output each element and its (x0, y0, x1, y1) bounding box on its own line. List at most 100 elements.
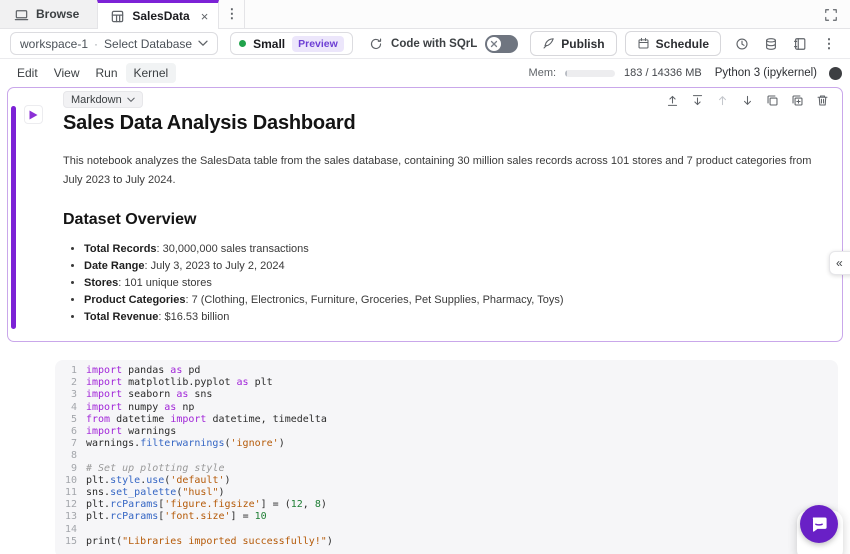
code-line: 7 warnings.filterwarnings('ignore') (61, 438, 828, 450)
line-number: 1 (70, 365, 77, 376)
tab-salesdata[interactable]: SalesData × (97, 0, 220, 29)
add-cell-below-button[interactable] (690, 93, 704, 107)
close-tab-icon[interactable]: × (200, 8, 209, 24)
line-number: 4 (70, 401, 77, 413)
kernel-name[interactable]: Python 3 (ipykernel) (714, 67, 817, 79)
list-item: Date Range: July 3, 2023 to July 2, 2024 (84, 258, 824, 275)
arrow-down-icon (743, 95, 751, 105)
code-line: 10 plt.style.use('default') (61, 475, 828, 487)
publish-button-label: Publish (561, 36, 605, 51)
machine-size-label: Small (253, 36, 286, 51)
add-cell-above-button[interactable] (665, 93, 679, 107)
line-number: 5 (70, 413, 77, 425)
fullscreen-icon (825, 9, 837, 21)
line-number: 6 (70, 426, 77, 438)
database-icon (766, 37, 776, 50)
database-panel-button[interactable] (760, 33, 782, 55)
restart-machine-button[interactable] (366, 34, 386, 54)
code-line: 3 import seaborn as sns (61, 389, 828, 401)
code-line: 15 print("Libraries imported successfully… (61, 536, 828, 548)
collapse-panel-button[interactable]: « (829, 251, 850, 275)
dataset-overview-list: Total Records: 30,000,000 sales transact… (63, 241, 824, 326)
code-line: 9 # Set up plotting style (61, 463, 828, 475)
collapse-chevrons-icon: « (836, 256, 843, 270)
chevron-down-icon (198, 40, 208, 46)
line-number: 15 (64, 535, 77, 547)
code-lines: 1 import pandas as pd 2 import matplotlib.p… (61, 365, 828, 548)
copy-plus-icon (792, 95, 802, 105)
code-line: 11 sns.set_palette("husl") (61, 487, 828, 499)
copy-cell-button[interactable] (790, 93, 804, 107)
menu-run[interactable]: Run (95, 66, 118, 80)
sqrl-toggle[interactable] (485, 34, 519, 53)
calendar-icon (638, 37, 649, 49)
toggle-knob-off-icon (487, 36, 502, 51)
trash-icon (817, 95, 827, 105)
code-line: 5 from datetime import datetime, timedelt… (61, 414, 828, 426)
tab-browse[interactable]: Browse (0, 0, 98, 28)
toolbar-icon-group: ⋮ (731, 33, 840, 55)
tab-options-menu-button[interactable]: ⋮ (219, 0, 246, 28)
memory-usage-fill (565, 69, 568, 77)
code-line: 12 plt.rcParams['figure.figsize'] = (12, … (61, 499, 828, 511)
table-icon (112, 10, 124, 22)
cell-type-dropdown[interactable]: Markdown (63, 91, 143, 108)
line-number: 14 (64, 523, 77, 535)
tab-bar: Browse SalesData × ⋮ (0, 0, 850, 29)
section-title: Dataset Overview (63, 211, 197, 228)
duplicate-cell-button[interactable] (765, 93, 779, 107)
markdown-cell[interactable]: Markdown (7, 87, 843, 342)
line-number: 3 (70, 389, 77, 401)
kernel-status-indicator (829, 66, 842, 80)
code-cell[interactable]: 1 import pandas as pd 2 import matplotlib.p… (55, 360, 838, 554)
markdown-rendered-content: Sales Data Analysis Dashboard This noteb… (63, 112, 824, 326)
menu-kernel[interactable]: Kernel (125, 63, 177, 83)
schedule-button-label: Schedule (655, 36, 709, 51)
chat-launcher-button[interactable] (800, 505, 838, 543)
run-cell-button[interactable] (24, 105, 43, 124)
move-cell-down-button[interactable] (740, 93, 754, 107)
arrow-down-to-line-icon (692, 94, 702, 105)
line-number: 10 (64, 474, 77, 486)
menu-edit[interactable]: Edit (17, 66, 38, 80)
toolbar-right-group: Code with SQrL Publish Schedule (391, 31, 840, 56)
sqrl-toggle-label: Code with SQrL (391, 37, 478, 50)
move-cell-up-button[interactable] (715, 93, 729, 107)
notebook-toolbar: workspace-1 · Select Database Small Prev… (0, 29, 850, 59)
database-selector-label: Select Database (104, 36, 193, 51)
list-item: Total Records: 30,000,000 sales transact… (84, 241, 824, 258)
notebook-panel-button[interactable] (789, 33, 811, 55)
chevron-down-icon (127, 97, 135, 102)
history-button[interactable] (731, 33, 753, 55)
list-item: Stores: 101 unique stores (84, 275, 824, 292)
fullscreen-button[interactable] (822, 6, 840, 24)
arrow-up-from-line-icon (667, 95, 677, 106)
more-options-button[interactable]: ⋮ (818, 33, 840, 55)
code-line: 14 (61, 524, 828, 536)
line-number: 9 (70, 462, 77, 474)
machine-size-selector[interactable]: Small Preview (230, 32, 353, 55)
chat-bubble-icon (812, 517, 827, 532)
selected-cell-accent-bar (11, 106, 16, 329)
publish-button[interactable]: Publish (530, 31, 617, 56)
code-line: 4 import numpy as np (61, 402, 828, 414)
kebab-menu-icon: ⋮ (822, 35, 836, 51)
cell-type-label: Markdown (71, 93, 122, 106)
line-number: 12 (64, 499, 77, 511)
schedule-button[interactable]: Schedule (624, 31, 721, 56)
browser-icon (14, 9, 29, 20)
arrow-up-icon (718, 95, 726, 105)
notebook-menubar: Edit View Run Kernel Mem: 183 / 14336 MB… (0, 60, 850, 86)
code-line: 1 import pandas as pd (61, 365, 828, 377)
database-selector[interactable]: workspace-1 · Select Database (10, 32, 219, 55)
intro-paragraph: This notebook analyzes the SalesData tab… (63, 155, 812, 186)
code-line: 13 plt.rcParams['font.size'] = 10 (61, 511, 828, 523)
tab-browse-label: Browse (36, 7, 80, 21)
delete-cell-button[interactable] (815, 93, 829, 107)
code-editor[interactable]: 1 import pandas as pd 2 import matplotlib.p… (61, 365, 828, 548)
code-line: 6 import warnings (61, 426, 828, 438)
line-number: 2 (70, 377, 77, 389)
menu-view[interactable]: View (53, 66, 80, 80)
list-item: Product Categories: 7 (Clothing, Electro… (84, 292, 824, 309)
page-title: Sales Data Analysis Dashboard (63, 112, 356, 134)
